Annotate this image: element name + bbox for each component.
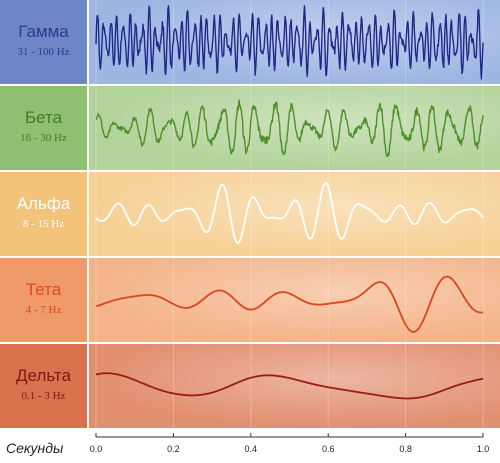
x-tick-label: 0.4 <box>245 444 258 454</box>
band-name: Альфа <box>16 194 71 213</box>
x-tick-label: 1.0 <box>477 444 490 454</box>
x-tick-label: 0.8 <box>399 444 412 454</box>
grid-lines <box>95 0 484 437</box>
band-label-cell: Тета 4 - 7 Hz <box>0 258 87 342</box>
x-axis-title: Секунды <box>6 440 64 456</box>
x-tick-label: 0.0 <box>90 444 103 454</box>
band-name: Тета <box>25 280 62 299</box>
band-name: Дельта <box>16 366 71 385</box>
band-label-cell: Бета 16 - 30 Hz <box>0 86 87 170</box>
band-plot-area <box>89 86 500 170</box>
band-label-cell: Дельта 0.1 - 3 Hz <box>0 344 87 428</box>
x-tick-label: 0.2 <box>167 444 180 454</box>
waveform-1 <box>95 99 484 157</box>
band-4: Дельта 0.1 - 3 Hz <box>0 344 500 428</box>
band-label-cell: Альфа 8 - 15 Hz <box>0 172 87 256</box>
band-frequency-range: 4 - 7 Hz <box>25 304 62 316</box>
band-frequency-range: 8 - 15 Hz <box>22 218 65 230</box>
band-1: Бета 16 - 30 Hz <box>0 86 500 170</box>
band-frequency-range: 16 - 30 Hz <box>20 132 67 144</box>
band-name: Гамма <box>18 22 69 41</box>
band-2: Альфа 8 - 15 Hz <box>0 172 500 256</box>
waveform-4 <box>95 372 484 400</box>
band-frequency-range: 31 - 100 Hz <box>17 46 70 58</box>
band-frequency-range: 0.1 - 3 Hz <box>21 390 66 402</box>
band-label-cell: Гамма 31 - 100 Hz <box>0 0 87 84</box>
x-tick-label: 0.6 <box>322 444 335 454</box>
band-plot-area <box>89 344 500 428</box>
waveform-0 <box>95 5 484 80</box>
band-plot-area <box>89 172 500 256</box>
waveform-2 <box>95 182 484 244</box>
waveform-3 <box>95 275 484 333</box>
band-name: Бета <box>24 108 63 127</box>
